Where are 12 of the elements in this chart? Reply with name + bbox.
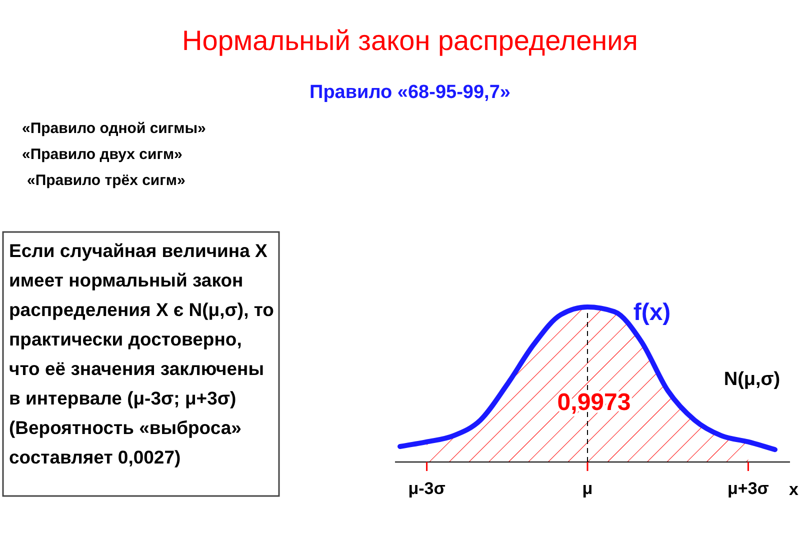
x-tick-label: μ <box>582 479 593 498</box>
x-tick-label: μ+3σ <box>728 479 770 498</box>
text: «Правило двух сигм» <box>22 146 182 163</box>
chart-title: Нормальный закон распределения <box>182 25 638 56</box>
text: «Правило одной сигмы» <box>22 120 206 137</box>
chart-subtitle: Правило «68-95-99,7» <box>310 82 510 103</box>
text: «Правило трёх сигм» <box>27 172 186 189</box>
annotation: N(μ,σ) <box>724 369 780 390</box>
x-axis-title: x <box>789 480 799 499</box>
x-tick-label: μ-3σ <box>408 479 446 498</box>
text: Если случайная величина Х имеет нормальный закон распределения Х є N(μ,σ), то практически достоверно, что её значения заключены в интервале (μ-3σ; μ+3σ) (Вероятность «выброса» составляет 0,0027) <box>9 240 274 468</box>
annotation: f(x) <box>633 299 671 326</box>
